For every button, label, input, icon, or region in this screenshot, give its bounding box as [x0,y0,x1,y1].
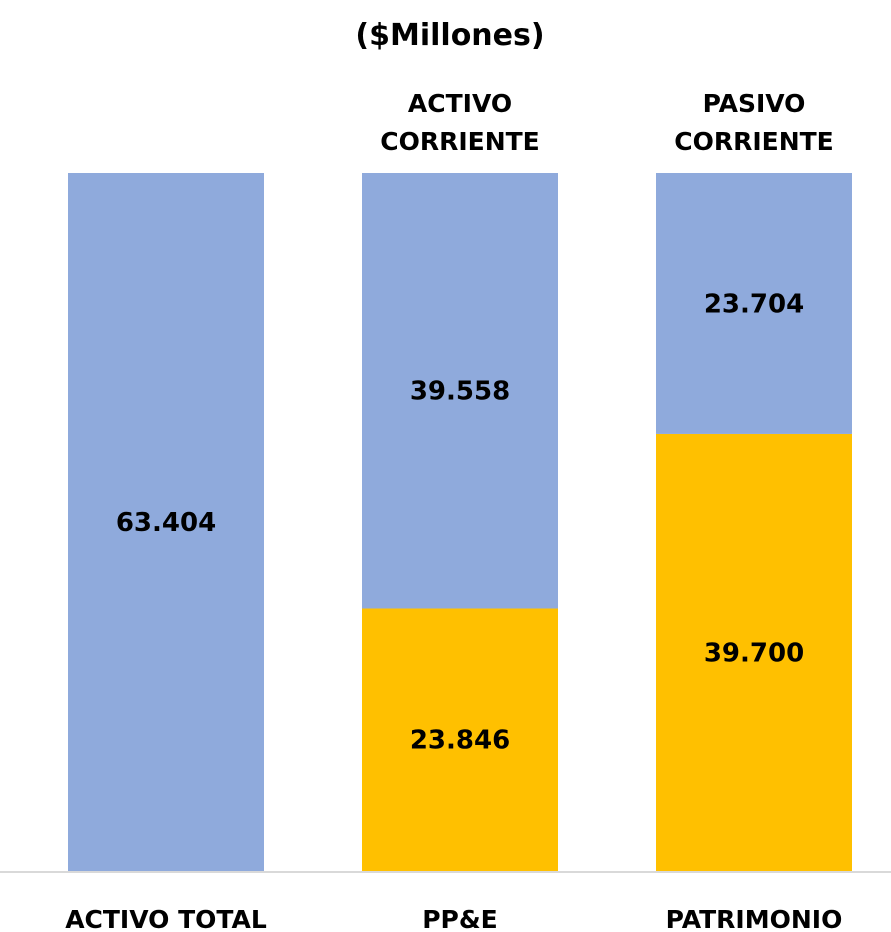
data-label-activo-total-segment-1: 63.404 [116,508,216,538]
chart-title: ($Millones) [355,18,544,53]
category-label-pp-e: PP&E [422,905,498,932]
bars-group [68,173,852,871]
bar-pp-e-segment-0 [362,608,558,871]
data-label-pp-e-segment-1: 39.558 [410,377,510,407]
category-label-patrimonio: PATRIMONIO [666,905,843,932]
bar-pp-e-segment-1 [362,173,558,609]
labels-group: 63.404 ACTIVO TOTAL 23.846 39.558 PP&E ACTIVO… [65,89,842,932]
top-label-patrimonio: PASIVO CORRIENTE [674,89,834,156]
top-label-pp-e: ACTIVO CORRIENTE [380,89,540,156]
bar-activo-total-segment-1 [68,173,264,871]
data-label-pp-e-segment-0: 23.846 [410,726,510,756]
bar-patrimonio-segment-1 [656,173,852,434]
bar-patrimonio-segment-0 [656,433,852,871]
data-label-patrimonio-segment-0: 39.700 [704,638,804,668]
category-label-activo-total: ACTIVO TOTAL [65,905,267,932]
data-label-patrimonio-segment-1: 23.704 [704,289,804,319]
